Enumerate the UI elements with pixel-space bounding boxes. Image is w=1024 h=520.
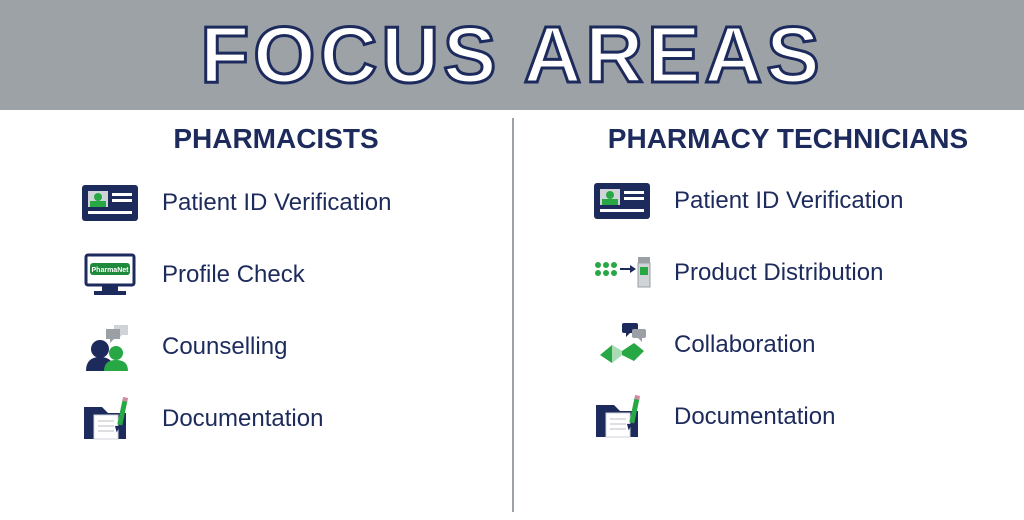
collaboration-icon bbox=[592, 321, 652, 369]
item-label: Profile Check bbox=[162, 261, 305, 289]
item-label: Counselling bbox=[162, 333, 287, 361]
documentation-icon bbox=[592, 393, 652, 441]
column-title: PHARMACY TECHNICIANS bbox=[592, 124, 984, 153]
profile-check-icon: PharmaNet bbox=[80, 251, 140, 299]
column-divider bbox=[512, 118, 514, 512]
product-distribution-icon bbox=[592, 249, 652, 297]
list-item: Patient ID Verification bbox=[592, 177, 984, 225]
header-banner: FOCUS AREAS bbox=[0, 0, 1024, 110]
list-item: Patient ID Verification bbox=[80, 179, 472, 227]
list-item: Counselling bbox=[80, 323, 472, 371]
page-title: FOCUS AREAS bbox=[200, 9, 823, 101]
list-item: Product Distribution bbox=[592, 249, 984, 297]
id-card-icon bbox=[592, 177, 652, 225]
column-pharmacists: PHARMACISTS Patient ID Verification bbox=[0, 110, 512, 520]
item-label: Documentation bbox=[674, 403, 835, 431]
list-item: Documentation bbox=[80, 395, 472, 443]
id-card-icon bbox=[80, 179, 140, 227]
list-item: PharmaNet Profile Check bbox=[80, 251, 472, 299]
columns-container: PHARMACISTS Patient ID Verification bbox=[0, 110, 1024, 520]
documentation-icon bbox=[80, 395, 140, 443]
column-title: PHARMACISTS bbox=[80, 124, 472, 155]
item-label: Patient ID Verification bbox=[674, 187, 903, 215]
list-item: Documentation bbox=[592, 393, 984, 441]
column-technicians: PHARMACY TECHNICIANS Patient ID Verifica… bbox=[512, 110, 1024, 520]
item-label: Collaboration bbox=[674, 331, 815, 359]
list-item: Collaboration bbox=[592, 321, 984, 369]
counselling-icon bbox=[80, 323, 140, 371]
pharmanet-text: PharmaNet bbox=[92, 267, 130, 274]
item-label: Product Distribution bbox=[674, 259, 883, 287]
item-label: Patient ID Verification bbox=[162, 189, 391, 217]
item-label: Documentation bbox=[162, 405, 323, 433]
